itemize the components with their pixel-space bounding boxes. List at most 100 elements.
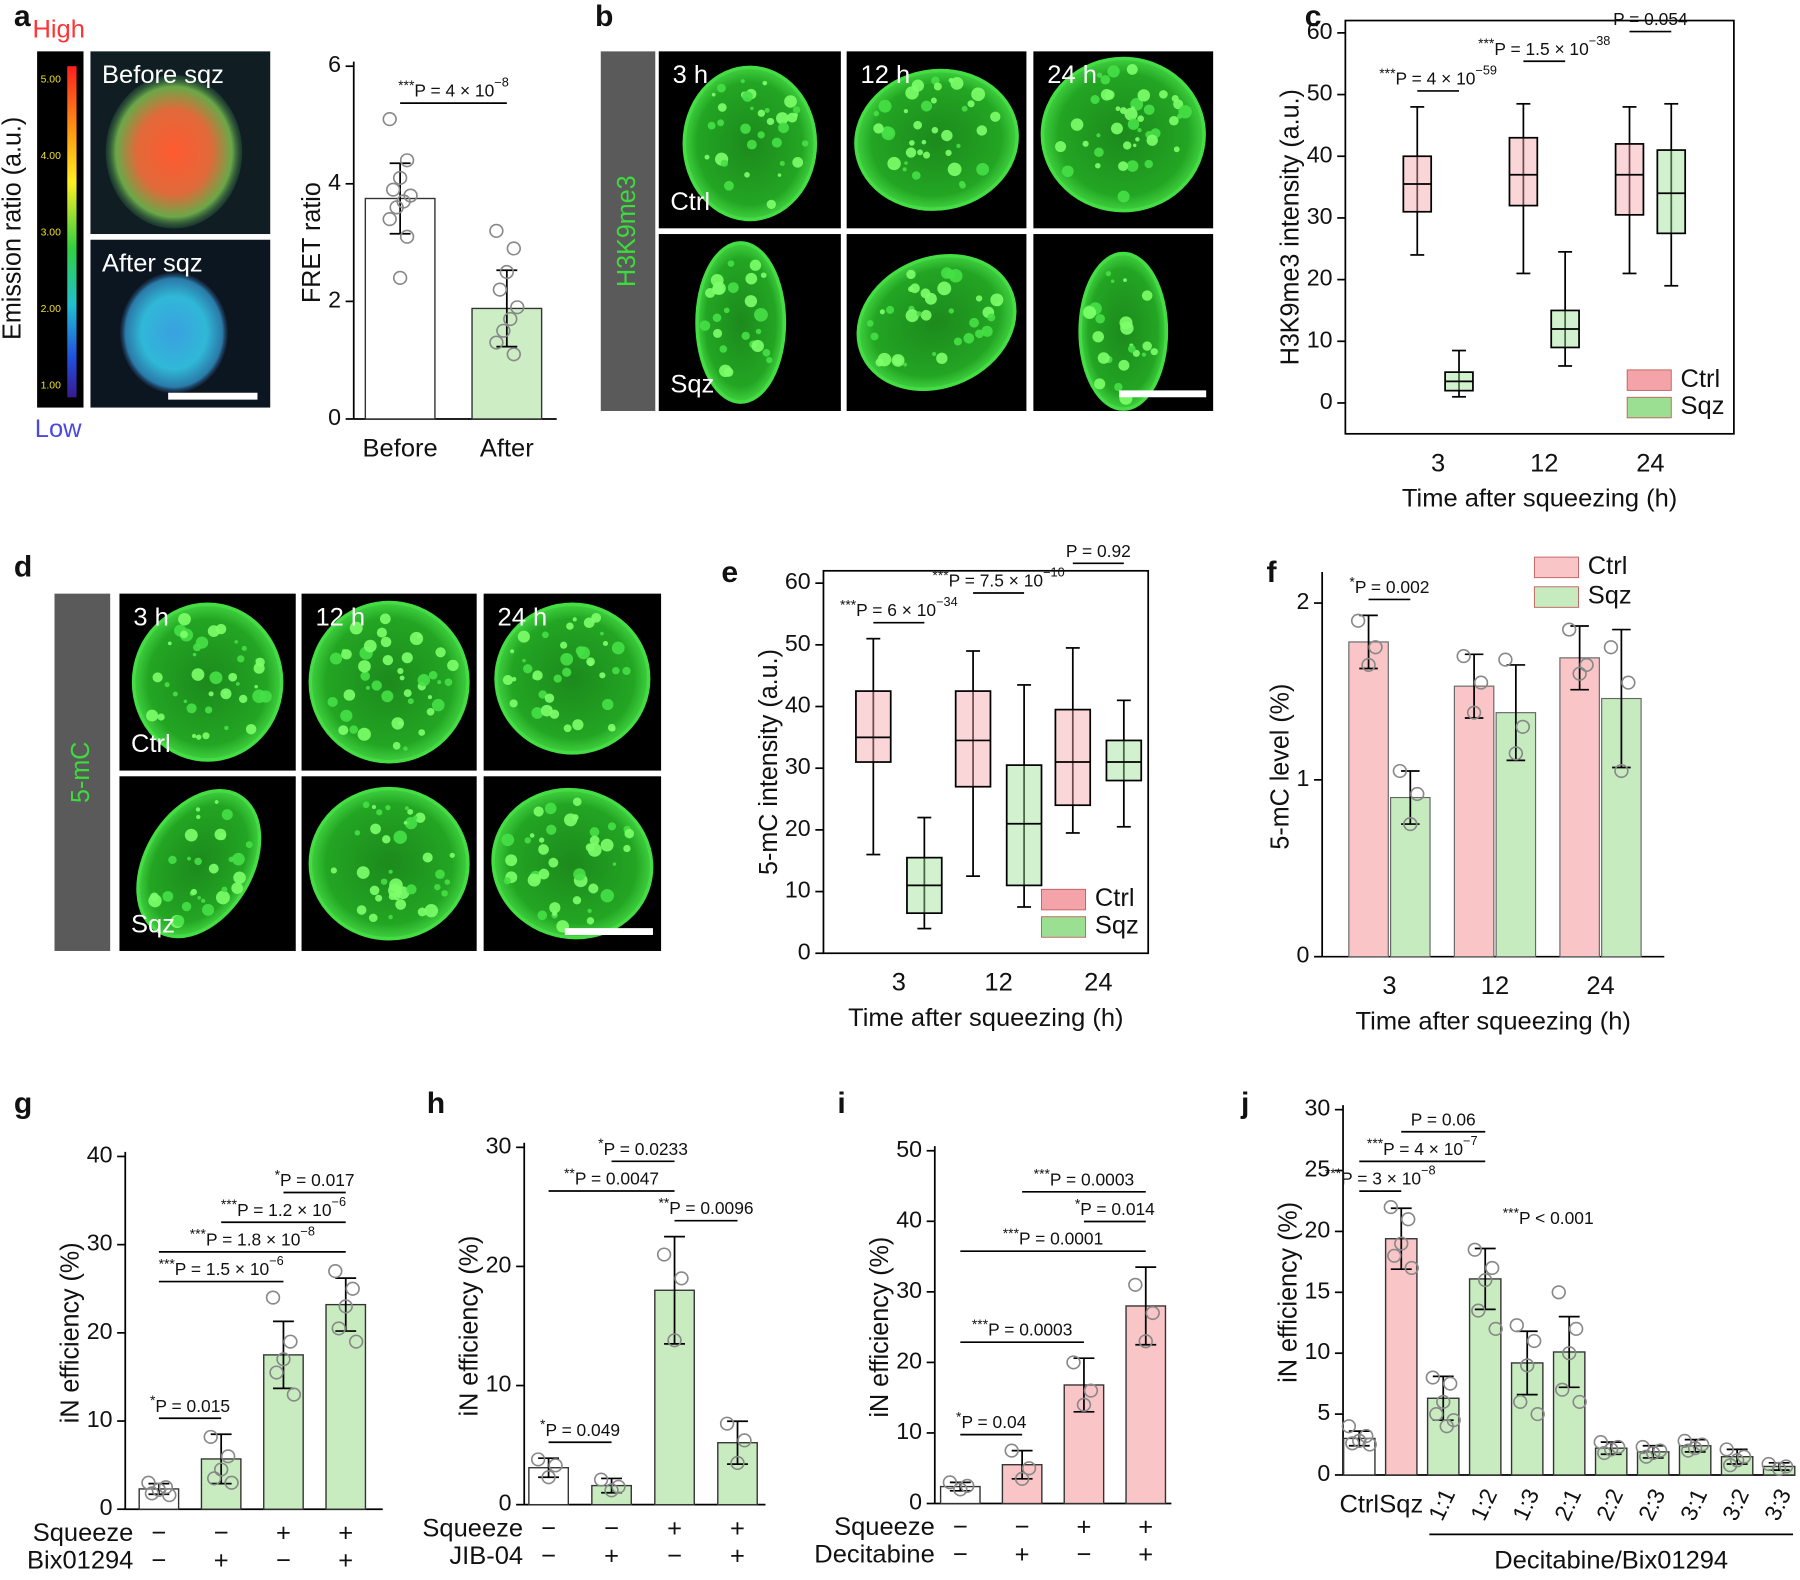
panel-letter: h — [427, 1087, 445, 1120]
y-tick-label: 30 — [785, 753, 811, 779]
nucleus-spot — [740, 79, 745, 84]
data-point — [1401, 1212, 1416, 1227]
data-point — [1403, 816, 1418, 832]
y-tick-label: 0 — [798, 938, 811, 964]
nucleus — [308, 600, 470, 764]
y-tick-label: 6 — [328, 51, 341, 77]
stars: *** — [1003, 1226, 1020, 1241]
data-point — [1488, 1321, 1503, 1336]
stars: *** — [1034, 1166, 1051, 1181]
data-point — [345, 1281, 360, 1296]
nucleus-spot — [866, 320, 874, 327]
data-point — [220, 1449, 236, 1464]
y-axis-label: iN efficiency (%) — [455, 1236, 483, 1417]
data-point — [203, 1429, 218, 1444]
nucleus-body — [854, 68, 1019, 211]
x-tick-label: 2:1 — [1549, 1485, 1586, 1525]
condition-name: Decitabine — [814, 1541, 934, 1569]
data-point — [1562, 622, 1577, 637]
image-label: After sqz — [102, 250, 203, 278]
nucleus-spot — [713, 328, 723, 338]
nucleus-spot — [745, 272, 758, 285]
data-point — [1443, 1376, 1458, 1391]
nucleus-spot — [755, 328, 762, 335]
nucleus-spot — [719, 345, 728, 353]
nucleus-spot — [886, 305, 895, 314]
p-text: P = 4 × 10 — [1383, 1139, 1463, 1159]
nucleus-spot — [1126, 64, 1138, 75]
nucleus-spot — [254, 685, 258, 689]
data-point — [1362, 1437, 1377, 1452]
y-tick-label: 5 — [1317, 1399, 1330, 1425]
nucleus-spot — [723, 307, 730, 314]
colorbar-label: Emission ratio (a.u.) — [0, 117, 27, 340]
nucleus-spot — [762, 80, 768, 86]
p-value: ***P = 0.0001 — [1003, 1226, 1104, 1248]
exponent: −8 — [300, 1225, 315, 1239]
p-text: P < 0.001 — [1519, 1208, 1594, 1228]
nucleus-spot — [704, 154, 710, 160]
data-point — [392, 270, 408, 285]
nucleus-spot — [255, 657, 265, 667]
y-axis-label: 5-mC intensity (a.u.) — [755, 649, 783, 875]
nucleus-spot — [1127, 345, 1136, 353]
nucleus-spot — [1115, 106, 1121, 112]
data-point — [506, 347, 521, 362]
data-point — [389, 200, 404, 215]
data-point — [496, 323, 511, 338]
nucleus-spot — [583, 617, 595, 629]
nucleus-spot — [191, 733, 197, 739]
nucleus-spot — [1122, 141, 1132, 150]
nucleus-spot — [1104, 89, 1115, 100]
y-tick-label: 2 — [328, 287, 341, 313]
legend-swatch — [1533, 586, 1579, 608]
nucleus-spot — [376, 627, 387, 638]
data-point — [1425, 1370, 1441, 1385]
nucleus-spot — [712, 283, 724, 295]
bar — [1348, 641, 1389, 958]
nucleus-spot — [562, 667, 572, 677]
nucleus-spot — [509, 699, 518, 708]
time-label: 24 h — [498, 604, 548, 632]
nucleus-spot — [931, 126, 939, 134]
nucleus-spot — [749, 259, 762, 271]
exponent: −6 — [332, 1195, 347, 1209]
nucleus-spot — [1150, 348, 1158, 356]
nucleus-spot — [948, 77, 954, 83]
nucleus-spot — [1137, 115, 1144, 122]
nucleus-spot — [532, 670, 543, 681]
nucleus-spot — [375, 894, 383, 902]
x-tick-label: 12 — [1481, 972, 1509, 1000]
p-value: *P = 0.0233 — [598, 1136, 688, 1158]
nucleus-spot — [707, 121, 716, 130]
y-tick-label: 0 — [1297, 942, 1310, 968]
x-tick-label: 2:2 — [1591, 1485, 1628, 1525]
p-text: P = 0.0001 — [1019, 1228, 1103, 1248]
nucleus-spot — [502, 675, 513, 686]
nucleus-spot — [356, 866, 370, 879]
nucleus-spot — [607, 822, 617, 831]
condition-sign: − — [1015, 1513, 1030, 1541]
data-point — [1621, 675, 1636, 690]
image-label: Before sqz — [102, 61, 224, 89]
nucleus-spot — [564, 813, 578, 827]
p-text: P = 0.0096 — [669, 1198, 753, 1218]
y-tick-label: 1 — [1297, 765, 1310, 791]
data-point — [1410, 786, 1425, 802]
y-tick-label: 0 — [909, 1489, 922, 1515]
p-value: ***P = 1.5 × 10−38 — [1478, 34, 1610, 58]
legend-label: Sqz — [1681, 392, 1725, 420]
x-axis-label: Time after squeezing (h) — [1356, 1008, 1631, 1036]
stars: *** — [840, 597, 857, 612]
p-text: P = 0.014 — [1080, 1199, 1155, 1219]
nucleus-spot — [546, 824, 557, 835]
nucleus-spot — [903, 109, 909, 114]
nucleus-spot — [572, 617, 577, 622]
nucleus-spot — [544, 802, 557, 815]
p-value: ***P < 0.001 — [1503, 1205, 1594, 1227]
condition-sign: + — [730, 1542, 745, 1570]
nucleus-spot — [343, 689, 356, 701]
nucleus-spot — [771, 137, 782, 148]
data-point — [1555, 1382, 1570, 1397]
nucleus — [856, 253, 1017, 392]
